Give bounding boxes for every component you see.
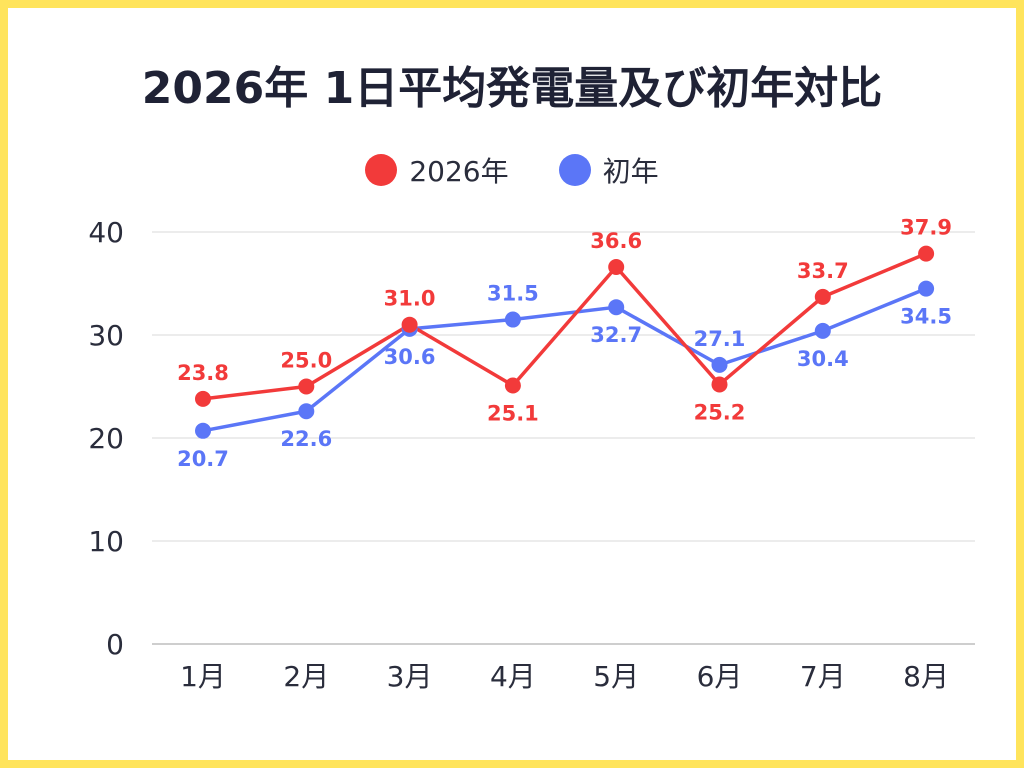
data-point-first-year[interactable]: [195, 422, 211, 439]
data-label-first-year: 20.7: [177, 447, 229, 471]
data-label-2026: 36.6: [590, 229, 642, 253]
legend-label-2026: 2026年: [409, 155, 509, 188]
data-label-first-year: 22.6: [280, 427, 332, 451]
legend-marker-first-year: [558, 154, 591, 186]
y-tick-label: 10: [88, 525, 124, 558]
data-label-2026: 23.8: [177, 361, 229, 385]
data-point-2026[interactable]: [918, 245, 935, 262]
data-point-first-year[interactable]: [814, 322, 831, 339]
data-label-2026: 33.7: [797, 259, 849, 283]
data-point-first-year[interactable]: [918, 280, 935, 297]
data-point-first-year[interactable]: [298, 403, 315, 420]
data-point-first-year[interactable]: [711, 356, 728, 373]
y-tick-label: 40: [88, 216, 124, 249]
data-label-2026: 31.0: [384, 287, 436, 311]
data-point-2026[interactable]: [711, 376, 728, 393]
chart-legend: 2026年 初年: [0, 150, 1024, 190]
data-label-2026: 25.2: [694, 400, 746, 424]
data-label-first-year: 27.1: [694, 327, 746, 351]
x-tick-label: 8月: [903, 660, 949, 693]
data-label-2026: 25.0: [280, 349, 332, 373]
data-point-2026[interactable]: [401, 316, 418, 333]
legend-marker-2026: [365, 154, 398, 186]
data-point-2026[interactable]: [504, 377, 521, 394]
data-point-first-year[interactable]: [608, 299, 625, 316]
data-point-2026[interactable]: [608, 259, 625, 276]
legend-item-2026[interactable]: 2026年: [365, 150, 509, 190]
x-tick-label: 5月: [593, 660, 639, 693]
x-tick-label: 3月: [387, 660, 433, 693]
data-point-2026[interactable]: [298, 378, 315, 395]
data-label-2026: 37.9: [900, 216, 952, 240]
x-tick-label: 7月: [800, 660, 846, 693]
data-label-2026: 25.1: [487, 401, 539, 425]
x-tick-label: 1月: [180, 660, 226, 693]
x-tick-label: 2月: [283, 660, 329, 693]
chart-title: 2026年 1日平均発電量及び初年対比: [141, 63, 883, 114]
data-point-first-year[interactable]: [504, 311, 521, 328]
data-label-first-year: 32.7: [590, 323, 642, 347]
data-label-first-year: 31.5: [487, 282, 539, 306]
legend-label-first-year: 初年: [602, 155, 659, 188]
x-tick-label: 4月: [490, 660, 536, 693]
legend-item-first-year[interactable]: 初年: [558, 150, 659, 190]
data-label-first-year: 30.4: [797, 347, 849, 371]
y-tick-label: 30: [88, 319, 124, 352]
y-tick-label: 20: [88, 422, 124, 455]
data-label-first-year: 30.6: [384, 345, 436, 369]
series-line-2026: [202, 252, 927, 401]
x-tick-label: 6月: [697, 660, 743, 693]
data-point-2026[interactable]: [195, 390, 211, 407]
series-line-first-year: [202, 287, 927, 433]
data-label-first-year: 34.5: [900, 305, 952, 329]
y-tick-label: 0: [106, 628, 124, 661]
data-point-2026[interactable]: [814, 288, 831, 305]
